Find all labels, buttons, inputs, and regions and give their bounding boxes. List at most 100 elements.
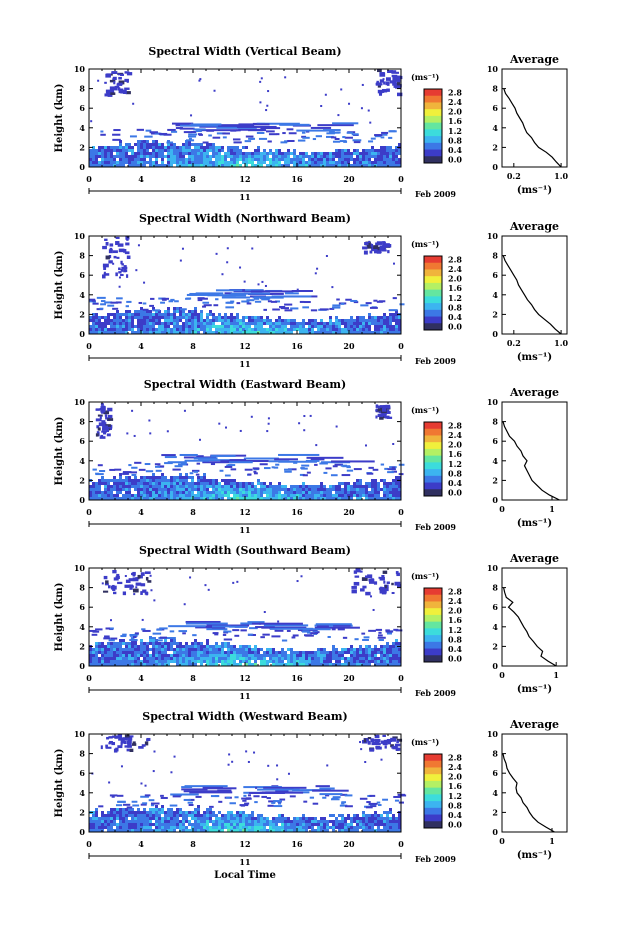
heatmap-cell	[173, 497, 176, 500]
heatmap-cell	[375, 745, 381, 749]
heatmap-cell	[125, 161, 128, 164]
heatmap-cell	[188, 820, 191, 823]
heatmap-cell	[208, 134, 212, 137]
heatmap-cell	[104, 238, 108, 241]
heatmap-cell	[371, 488, 374, 491]
day-label: 11	[239, 691, 250, 701]
heatmap-cell	[167, 310, 170, 313]
heatmap-cell	[164, 639, 167, 642]
heatmap-cell	[221, 651, 224, 654]
heatmap-cell	[356, 319, 359, 322]
heatmap-cell	[266, 316, 269, 319]
heatmap-cell	[194, 648, 197, 651]
heatmap-cell	[389, 497, 392, 500]
heatmap-cell	[347, 155, 350, 158]
heatmap-cell	[103, 637, 111, 640]
heatmap-cell	[134, 476, 137, 479]
heatmap-cell	[98, 319, 101, 322]
heatmap-cell	[149, 648, 152, 651]
heatmap-cell	[164, 322, 167, 325]
heatmap-cell	[116, 814, 119, 817]
heatmap-cell	[365, 302, 372, 305]
heatmap-cell	[269, 820, 272, 823]
heatmap-cell	[155, 476, 158, 479]
heatmap-cell	[338, 660, 341, 663]
heatmap-cell	[109, 740, 113, 744]
heatmap-cell	[92, 149, 95, 152]
heatmap-cell	[113, 146, 116, 149]
heatmap-cell	[197, 299, 203, 302]
heatmap-cell	[375, 741, 380, 744]
heatmap-cell	[218, 161, 221, 164]
heatmap-cell	[145, 470, 154, 473]
heatmap-cell	[377, 826, 380, 829]
heatmap-cell	[140, 803, 147, 806]
heatmap-cell	[103, 271, 106, 276]
heatmap-cell	[130, 471, 138, 474]
heatmap-cell	[215, 494, 218, 497]
x-tick-label: 4	[138, 507, 144, 517]
heatmap-cell	[155, 158, 158, 161]
heatmap-cell	[92, 657, 95, 660]
heatmap-cell	[200, 482, 203, 485]
heatmap-cell	[194, 322, 197, 325]
heatmap-cell	[338, 494, 341, 497]
heatmap-cell	[281, 497, 284, 500]
heatmap-cell	[353, 328, 356, 331]
heatmap-cell	[185, 152, 188, 155]
heatmap-cell	[176, 645, 179, 648]
heatmap-cell	[378, 639, 384, 642]
heatmap-cell	[200, 642, 203, 645]
heatmap-cell	[221, 325, 224, 328]
heatmap-cell	[146, 319, 149, 322]
heatmap-cell	[203, 497, 206, 500]
heatmap-cell	[131, 497, 134, 500]
x-tick-label: 20	[343, 839, 355, 849]
heatmap-cell	[112, 138, 121, 141]
heatmap-cell	[248, 488, 251, 491]
heatmap-cell	[155, 140, 158, 143]
heatmap-cell	[89, 328, 92, 331]
heatmap-cell	[188, 146, 191, 149]
heatmap-cell	[290, 829, 293, 832]
heatmap-cell	[394, 581, 401, 586]
heatmap-cell	[189, 791, 233, 794]
heatmap-cell	[390, 744, 394, 748]
heatmap-cell	[356, 485, 359, 488]
heatmap-cell	[160, 301, 165, 304]
heatmap-cell	[356, 491, 359, 494]
heatmap-cell	[293, 497, 296, 500]
heatmap-cell	[344, 794, 353, 797]
heatmap-cell	[108, 255, 112, 259]
heatmap-cell	[122, 494, 125, 497]
heatmap-cell	[302, 474, 308, 477]
heatmap-cell	[179, 820, 182, 823]
x-tick-label: 4	[138, 839, 144, 849]
heatmap-cell	[193, 128, 206, 131]
heatmap-cell	[272, 651, 275, 654]
heatmap-cell	[114, 468, 122, 471]
heatmap-cell	[185, 485, 188, 488]
heatmap-cell	[369, 794, 376, 797]
heatmap-cell	[239, 319, 242, 322]
heatmap-cell	[257, 152, 260, 155]
heatmap-cell	[260, 485, 263, 488]
heatmap-cell	[227, 654, 230, 657]
heatmap-cell	[305, 654, 308, 657]
heatmap-cell	[320, 494, 323, 497]
heatmap-cell	[101, 660, 104, 663]
heatmap-cell	[374, 479, 377, 482]
heatmap-cell	[123, 265, 127, 269]
heatmap-cell	[92, 146, 95, 149]
heatmap-cell	[137, 155, 140, 158]
heatmap-cell	[327, 635, 331, 638]
heatmap-cell	[376, 801, 381, 804]
heatmap-cell	[140, 654, 143, 657]
heatmap-cell	[89, 629, 97, 632]
heatmap-cell	[224, 642, 227, 645]
heatmap-cell	[389, 808, 392, 811]
heatmap-cell	[186, 293, 209, 296]
heatmap-cell	[269, 654, 272, 657]
heatmap-cell	[140, 325, 143, 328]
heatmap-cell	[122, 823, 125, 826]
